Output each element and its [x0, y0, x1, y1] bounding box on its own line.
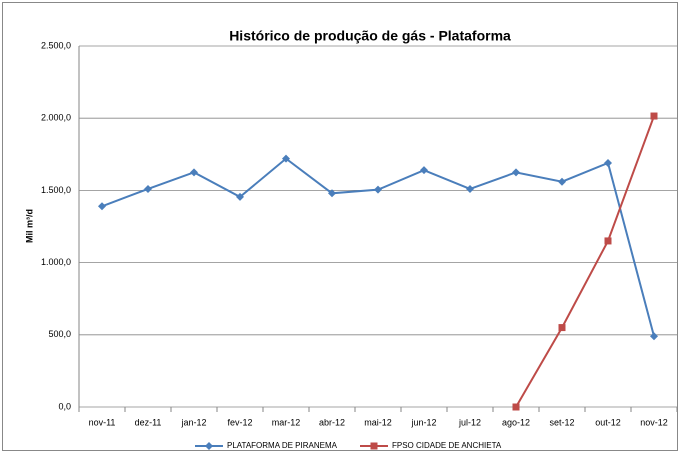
data-point: [650, 332, 658, 341]
x-tick-label: jun-12: [410, 417, 436, 427]
y-tick-label: 2.500,0: [41, 40, 71, 50]
y-tick-label: 500,0: [48, 329, 71, 339]
y-tick-label: 2.000,0: [41, 113, 71, 123]
legend-label: FPSO CIDADE DE ANCHIETA: [392, 441, 502, 450]
series-line: [515, 115, 655, 408]
y-tick-label: 1.000,0: [41, 257, 71, 267]
data-point: [190, 168, 198, 177]
x-tick-label: dez-11: [135, 417, 162, 427]
data-point: [328, 189, 336, 198]
data-point: [282, 154, 290, 163]
data-point: [558, 177, 566, 186]
data-point: [420, 166, 428, 175]
x-tick-label: nov-11: [89, 417, 116, 427]
y-axis-label: Mil m³/d: [24, 209, 34, 243]
x-tick-label: jan-12: [180, 417, 206, 427]
y-tick-label: 0,0: [58, 401, 71, 411]
data-point: [512, 168, 520, 177]
x-tick-label: set-12: [549, 417, 574, 427]
data-point: [512, 403, 520, 411]
x-tick-label: nov-12: [640, 417, 668, 427]
x-tick-label: out-12: [595, 417, 621, 427]
data-point: [466, 184, 474, 193]
y-tick-label: 1.500,0: [41, 185, 71, 195]
legend-label: PLATAFORMA DE PIRANEMA: [227, 441, 338, 450]
data-point: [144, 184, 152, 193]
legend-marker: [370, 442, 378, 450]
legend-marker: [205, 442, 213, 450]
x-tick-label: jul-12: [458, 417, 481, 427]
data-point: [604, 158, 612, 167]
data-point: [604, 237, 612, 245]
x-tick-label: ago-12: [502, 417, 530, 427]
chart-frame: [2, 2, 678, 451]
data-point: [558, 324, 566, 332]
data-point: [374, 185, 382, 194]
data-point: [236, 192, 244, 201]
chart-title: Histórico de produção de gás - Plataform…: [229, 28, 511, 44]
data-point: [98, 202, 106, 211]
x-tick-label: mar-12: [272, 417, 301, 427]
x-tick-label: abr-12: [319, 417, 345, 427]
x-tick-label: fev-12: [227, 417, 252, 427]
x-tick-label: mai-12: [364, 417, 392, 427]
data-point: [650, 112, 658, 120]
